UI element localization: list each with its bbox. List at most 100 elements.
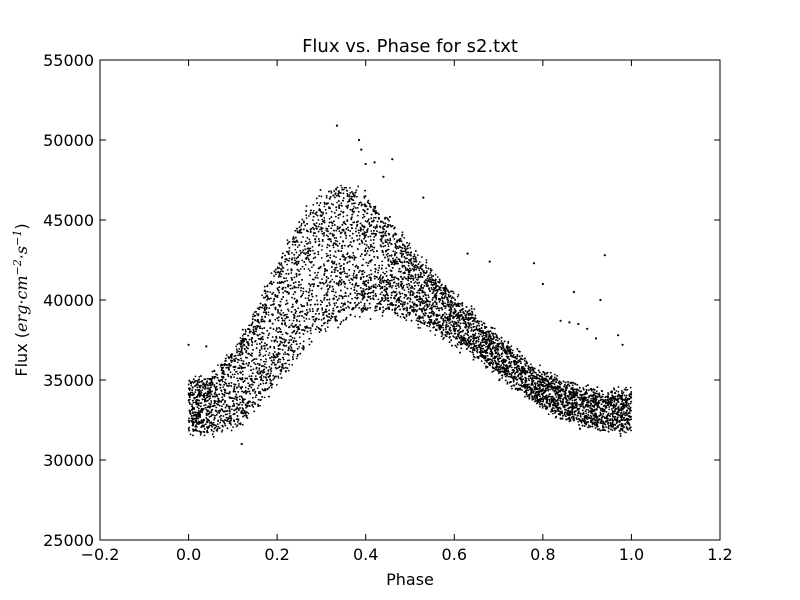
data-point [432, 281, 435, 284]
data-point [291, 261, 294, 264]
data-point [474, 317, 477, 319]
data-point [259, 325, 262, 328]
data-point [396, 312, 399, 315]
data-point [268, 352, 271, 354]
data-point [492, 345, 495, 348]
data-point [348, 194, 351, 197]
data-point [377, 269, 380, 272]
data-point [379, 244, 382, 247]
data-point [451, 305, 454, 308]
data-point [458, 329, 461, 331]
data-point [416, 254, 419, 257]
data-point [449, 305, 452, 308]
data-point [213, 384, 216, 386]
data-point [463, 334, 465, 337]
data-point [390, 286, 393, 289]
data-point [623, 430, 626, 433]
data-point [345, 237, 348, 240]
data-point [415, 268, 417, 271]
data-point [395, 287, 398, 290]
data-point [225, 354, 228, 357]
data-point [348, 234, 351, 237]
data-point [199, 416, 202, 419]
data-point [625, 414, 628, 416]
data-point [284, 280, 287, 283]
data-point [457, 293, 460, 296]
data-point [302, 316, 305, 319]
data-point [263, 365, 266, 368]
data-point [305, 205, 308, 207]
data-point [428, 277, 431, 279]
data-point [431, 288, 433, 291]
data-point [302, 292, 304, 295]
data-point [518, 358, 521, 361]
data-point [328, 309, 331, 312]
data-point [436, 324, 438, 327]
data-point [283, 320, 286, 322]
data-point [398, 301, 400, 304]
data-point [372, 216, 375, 219]
data-point [204, 392, 207, 394]
data-point [550, 380, 553, 383]
data-point [326, 246, 328, 249]
data-point [397, 282, 400, 285]
scatter-points [187, 124, 633, 446]
data-point [243, 347, 246, 350]
data-point [514, 377, 517, 380]
data-point [286, 279, 289, 282]
data-point [413, 253, 416, 256]
data-point [294, 259, 296, 262]
data-point [355, 227, 357, 230]
data-point [274, 273, 277, 276]
data-point [191, 403, 193, 406]
data-point [610, 407, 613, 410]
data-point [215, 406, 218, 409]
data-point [384, 308, 387, 310]
data-point [288, 339, 291, 341]
data-point [254, 396, 257, 399]
data-point [472, 326, 475, 328]
data-point [211, 377, 214, 380]
data-point [601, 416, 603, 419]
data-point [464, 310, 467, 312]
data-point [427, 294, 430, 296]
data-point [276, 282, 279, 284]
data-point [373, 236, 376, 238]
data-point [206, 377, 209, 380]
data-point [213, 377, 216, 380]
data-point [280, 330, 283, 333]
data-point [424, 312, 427, 314]
data-point [548, 400, 551, 403]
data-point [340, 295, 343, 297]
data-point [616, 416, 619, 419]
data-point [302, 340, 305, 343]
data-point [285, 272, 288, 275]
data-point [382, 271, 385, 274]
data-point [525, 379, 528, 382]
data-point [438, 280, 441, 283]
data-point [225, 366, 228, 369]
data-point [416, 266, 419, 268]
data-point [286, 313, 288, 316]
data-point [407, 291, 410, 293]
data-point [323, 205, 326, 208]
data-point [208, 402, 211, 405]
data-point [355, 189, 358, 192]
data-point [288, 359, 291, 362]
data-point [298, 345, 301, 348]
data-point [256, 307, 259, 310]
data-point [496, 349, 499, 352]
data-point [261, 306, 264, 309]
data-point [553, 376, 556, 379]
data-point [344, 272, 346, 275]
data-point [422, 319, 425, 322]
data-point [340, 282, 343, 284]
data-point [274, 318, 277, 321]
data-point [241, 403, 244, 406]
data-point [293, 290, 296, 293]
data-point [259, 353, 262, 356]
data-point [613, 412, 616, 415]
data-point [253, 388, 256, 391]
data-point [316, 214, 319, 217]
